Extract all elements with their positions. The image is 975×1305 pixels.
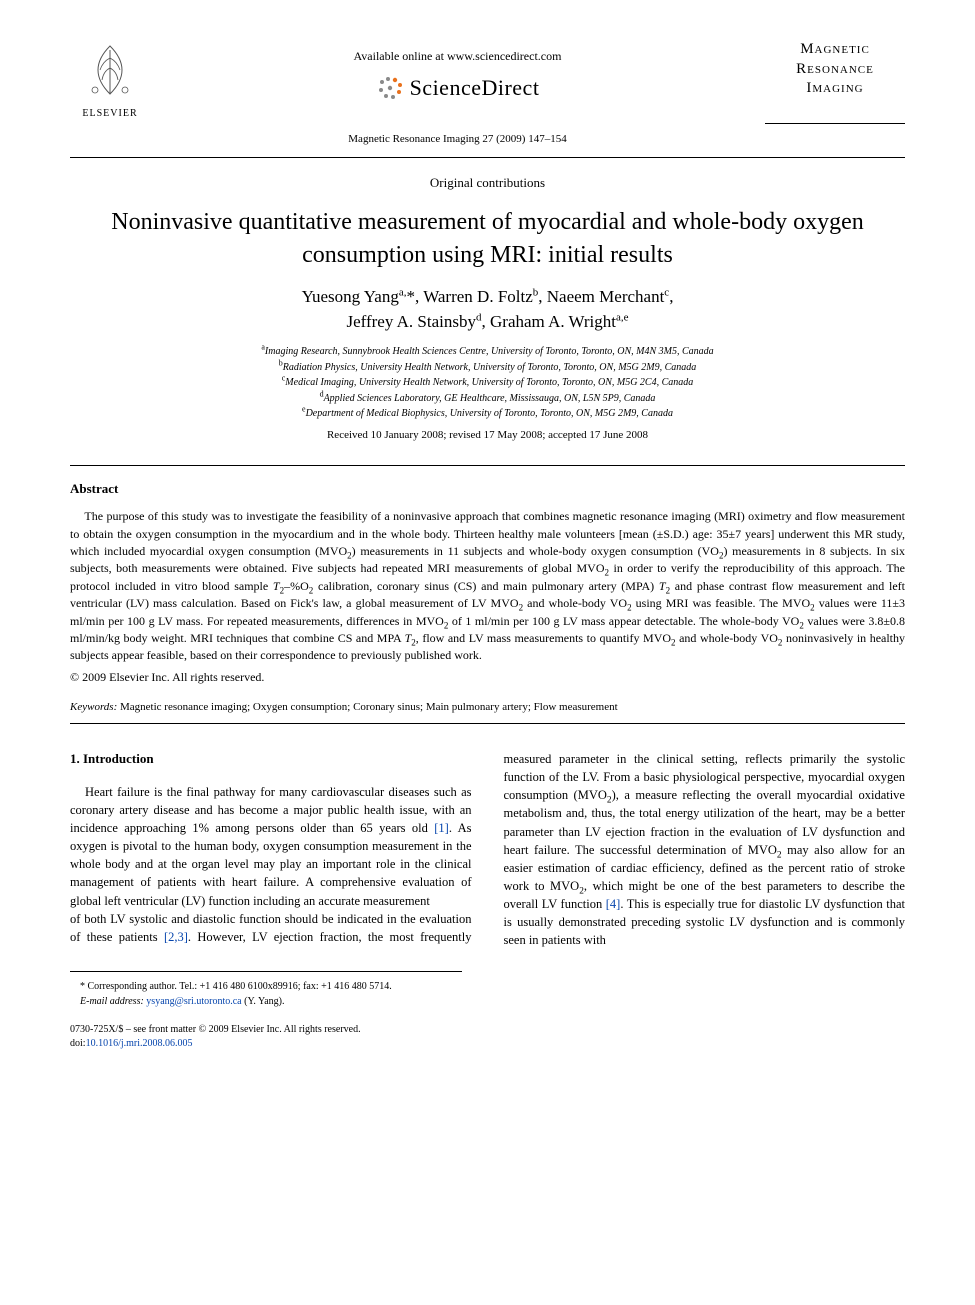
keywords-label: Keywords: (70, 701, 117, 713)
keywords-line: Keywords: Magnetic resonance imaging; Ox… (70, 700, 905, 715)
corresponding-author: * Corresponding author. Tel.: +1 416 480… (70, 980, 462, 995)
abstract-bottom-rule (70, 723, 905, 724)
journal-box-line1: Magnetic (765, 40, 905, 60)
front-matter-line: 0730-725X/$ – see front matter © 2009 El… (70, 1023, 462, 1037)
footnotes: * Corresponding author. Tel.: +1 416 480… (70, 971, 462, 1009)
center-header: Available online at www.sciencedirect.co… (150, 40, 765, 147)
section-label: Original contributions (70, 174, 905, 192)
sciencedirect-logo: ScienceDirect (376, 73, 540, 104)
email-label: E-mail address: (80, 996, 144, 1007)
journal-box-line2: Resonance (765, 60, 905, 80)
journal-box-line3: Imaging (765, 79, 905, 99)
sciencedirect-text: ScienceDirect (410, 73, 540, 104)
doi-prefix: doi: (70, 1038, 86, 1049)
journal-reference: Magnetic Resonance Imaging 27 (2009) 147… (150, 132, 765, 147)
keywords-text: Magnetic resonance imaging; Oxygen consu… (120, 701, 618, 713)
email-suffix: (Y. Yang). (244, 996, 284, 1007)
elsevier-label: ELSEVIER (70, 107, 150, 121)
intro-para-1: Heart failure is the final pathway for m… (70, 783, 472, 910)
intro-body: 1. Introduction Heart failure is the fin… (70, 750, 905, 949)
email-line: E-mail address: ysyang@sri.utoronto.ca (… (70, 995, 462, 1010)
article-title: Noninvasive quantitative measurement of … (90, 206, 885, 271)
affiliations: aImaging Research, Sunnybrook Health Sci… (70, 344, 905, 422)
article-dates: Received 10 January 2008; revised 17 May… (70, 428, 905, 443)
doi-line: doi:10.1016/j.mri.2008.06.005 (70, 1037, 462, 1051)
abstract-top-rule (70, 465, 905, 466)
abstract-text: The purpose of this study was to investi… (70, 508, 905, 665)
abstract-copyright: © 2009 Elsevier Inc. All rights reserved… (70, 669, 905, 686)
doi-link[interactable]: 10.1016/j.mri.2008.06.005 (86, 1038, 193, 1049)
journal-title-box: Magnetic Resonance Imaging (765, 40, 905, 124)
corresponding-email-link[interactable]: ysyang@sri.utoronto.ca (146, 996, 241, 1007)
elsevier-tree-icon (80, 40, 140, 100)
author-list: Yuesong Yanga,*, Warren D. Foltzb, Naeem… (70, 285, 905, 334)
header-rule (70, 157, 905, 158)
elsevier-logo: ELSEVIER (70, 40, 150, 121)
page-header: ELSEVIER Available online at www.science… (70, 40, 905, 147)
abstract-heading: Abstract (70, 480, 905, 498)
intro-heading: 1. Introduction (70, 750, 472, 769)
available-online-text: Available online at www.sciencedirect.co… (150, 48, 765, 65)
sciencedirect-burst-icon (376, 74, 404, 102)
doi-block: 0730-725X/$ – see front matter © 2009 El… (70, 1023, 462, 1051)
